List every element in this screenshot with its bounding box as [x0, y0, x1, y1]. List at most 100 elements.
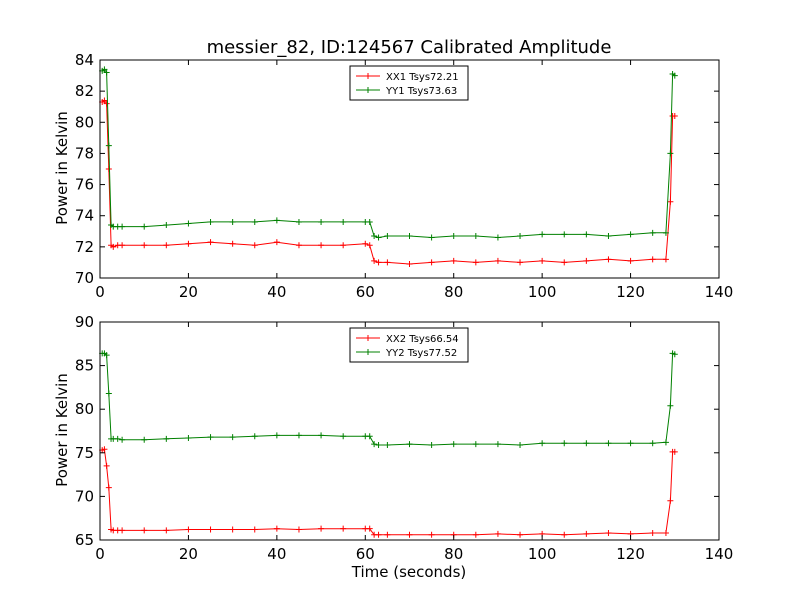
top-series-1-point	[362, 240, 369, 247]
top-y-tick-label: 84	[75, 51, 94, 69]
top-series-2-point	[371, 232, 378, 239]
bottom-series-2-point	[105, 390, 112, 397]
top-x-tick-label: 80	[444, 283, 463, 301]
top-series-1-point	[101, 97, 108, 104]
bottom-series-1-point	[273, 525, 280, 532]
top-series-2-point	[103, 69, 110, 76]
bottom-series-1-point	[406, 531, 413, 538]
top-series-2-point	[251, 218, 258, 225]
top-series-2-point	[229, 218, 236, 225]
top-series-1-point	[340, 242, 347, 249]
bottom-x-tick-label: 100	[528, 545, 557, 563]
top-subplot: 0 20 40 60 80 100 120 140 70 72 74 76 78 80 82 84 XX1 Ts…	[75, 51, 733, 301]
bottom-series-2-point	[384, 441, 391, 448]
bottom-series-2-point	[428, 441, 435, 448]
top-series-1-point	[229, 240, 236, 247]
top-y-tick-label: 72	[75, 238, 94, 256]
chart-title: messier_82, ID:124567 Calibrated Amplitu…	[207, 37, 612, 58]
top-y-tick-label: 76	[75, 176, 94, 194]
bottom-series-2-point	[207, 434, 214, 441]
bottom-series-2-point	[371, 441, 378, 448]
bottom-series-2-point	[667, 402, 674, 409]
top-series-1-point	[649, 256, 656, 263]
top-series-1-point	[295, 242, 302, 249]
bottom-series-1-point	[251, 526, 258, 533]
bottom-x-axis-label: Time (seconds)	[351, 563, 467, 581]
top-x-tick-label: 60	[356, 283, 375, 301]
bottom-series-2-point	[295, 432, 302, 439]
bottom-x-tick-label: 140	[705, 545, 734, 563]
bottom-series-1-point	[163, 527, 170, 534]
top-series-2-point	[340, 218, 347, 225]
bottom-series-2-point	[472, 441, 479, 448]
top-series-2-point	[375, 234, 382, 241]
top-series-2-point	[539, 231, 546, 238]
bottom-series-1-point	[229, 526, 236, 533]
top-series-1-point	[105, 166, 112, 172]
bottom-y-tick-label: 90	[75, 313, 94, 331]
top-legend-box	[349, 65, 469, 101]
bottom-series-2-point	[114, 435, 121, 442]
top-series-2-point	[273, 217, 280, 224]
top-series-1-point	[375, 259, 382, 266]
top-series-1-point	[627, 257, 634, 264]
top-series-2-point	[105, 142, 112, 149]
top-series-1-point	[517, 259, 524, 266]
bottom-legend-label: YY2 Tsys77.52	[385, 348, 457, 359]
top-series-2-point	[406, 232, 413, 239]
bottom-y-axis-label: Power in Kelvin	[53, 373, 71, 487]
top-series-2-point	[667, 150, 674, 157]
bottom-series-1-point	[318, 525, 325, 532]
bottom-series-1-point	[494, 530, 501, 537]
bottom-legend-marker	[365, 349, 371, 355]
bottom-series-1-point	[428, 531, 435, 538]
bottom-series-1-point	[375, 531, 382, 538]
top-series-1-point	[662, 256, 669, 263]
top-series-2-point	[662, 229, 669, 236]
bottom-x-tick-label: 40	[267, 545, 286, 563]
bottom-x-tick-label: 60	[356, 545, 375, 563]
top-series-1-point	[667, 198, 674, 205]
top-y-tick-label: 82	[75, 82, 94, 100]
bottom-series-2-point	[627, 440, 634, 447]
top-series-1-point	[605, 256, 612, 263]
top-series-1-point	[428, 259, 435, 266]
top-series-1-point	[251, 242, 258, 249]
bottom-series-2-point	[517, 441, 524, 448]
bottom-series-1-point	[366, 525, 373, 532]
bottom-series-2-point	[141, 436, 148, 443]
top-y-axis-label: Power in Kelvin	[53, 111, 71, 225]
top-series-1-point	[371, 257, 378, 264]
bottom-series-2-point	[251, 433, 258, 440]
top-legend-marker	[365, 87, 371, 93]
top-legend-label: YY1 Tsys73.63	[385, 86, 457, 97]
bottom-y-tick-label: 65	[75, 531, 94, 549]
bottom-series-1-point	[207, 526, 214, 533]
top-legend-label: XX1 Tsys72.21	[386, 72, 459, 83]
bottom-subplot: 0 20 40 60 80 100 120 140 65 70 75 80 85 90 XX2 Tsys66…	[75, 313, 733, 563]
bottom-series-1-point	[472, 531, 479, 538]
bottom-series-1	[99, 446, 678, 538]
bottom-series-1-point	[295, 526, 302, 533]
bottom-series-2-point	[119, 436, 126, 443]
top-legend: XX1 Tsys72.21 YY1 Tsys73.63	[349, 65, 469, 101]
bottom-series-2-point	[273, 432, 280, 439]
top-series-2-point	[627, 231, 634, 238]
top-x-tick-label: 100	[528, 283, 557, 301]
bottom-series-2-point	[366, 433, 373, 440]
bottom-series-1-point	[185, 526, 192, 533]
bottom-series-2-point	[406, 441, 413, 448]
top-legend-marker	[365, 73, 371, 79]
top-axes-frame	[99, 59, 720, 279]
top-series-1-point	[583, 257, 590, 264]
bottom-series-1-point	[384, 531, 391, 538]
top-series-2-point	[494, 234, 501, 241]
top-series-2-point	[649, 229, 656, 236]
bottom-series-1-point	[605, 530, 612, 537]
top-series-2-point	[605, 232, 612, 239]
bottom-y-tick-label: 75	[75, 444, 94, 462]
top-series-2-point	[318, 218, 325, 225]
top-series-1-point	[539, 257, 546, 264]
bottom-x-tick-label: 80	[444, 545, 463, 563]
